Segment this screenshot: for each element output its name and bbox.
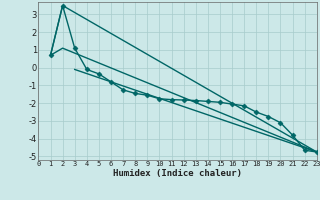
X-axis label: Humidex (Indice chaleur): Humidex (Indice chaleur) [113, 169, 242, 178]
